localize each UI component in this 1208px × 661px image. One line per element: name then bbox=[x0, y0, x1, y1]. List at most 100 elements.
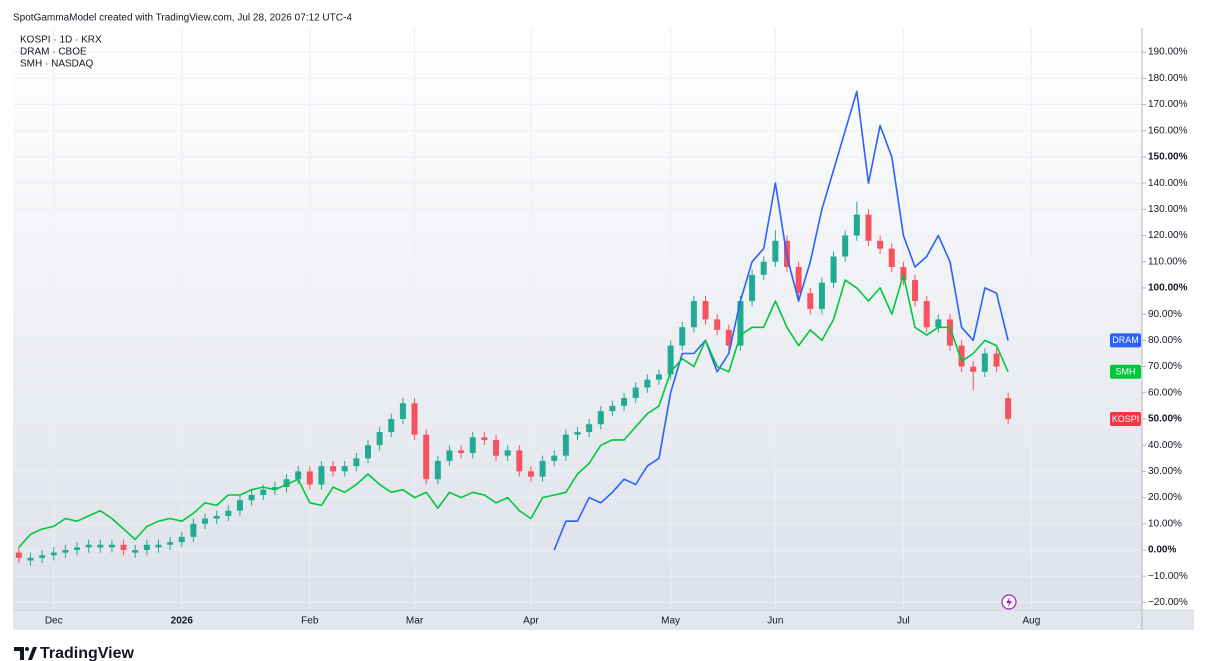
candle-body bbox=[912, 280, 919, 302]
candle-body bbox=[306, 471, 313, 485]
candle-body bbox=[1005, 398, 1012, 419]
y-tick-label: 50.00% bbox=[1148, 414, 1182, 425]
y-tick-label: 140.00% bbox=[1148, 178, 1188, 189]
candle-body bbox=[877, 240, 884, 249]
candle-body bbox=[295, 471, 302, 480]
candle-body bbox=[27, 557, 34, 561]
candle-body bbox=[516, 450, 523, 472]
candle-body bbox=[690, 301, 697, 328]
candle-body bbox=[935, 319, 942, 328]
y-tick-label: 40.00% bbox=[1148, 440, 1182, 451]
candle-body bbox=[364, 445, 371, 459]
candle-body bbox=[539, 460, 546, 477]
candle-body bbox=[97, 544, 104, 548]
price-badge-label: KOSPI bbox=[1112, 414, 1140, 424]
price-badge bbox=[1110, 333, 1141, 348]
candle-body bbox=[167, 542, 174, 545]
y-tick-label: 20.00% bbox=[1148, 492, 1182, 503]
x-tick-label: Jun bbox=[767, 616, 783, 627]
event-icon[interactable] bbox=[1001, 594, 1017, 610]
x-tick-label: 2026 bbox=[171, 616, 194, 627]
legend-entry: KOSPI · 1D · KRX bbox=[20, 35, 102, 46]
y-tick-label: 100.00% bbox=[1148, 283, 1188, 294]
candle-body bbox=[853, 214, 860, 236]
candle-body bbox=[621, 398, 628, 406]
y-tick-label: 190.00% bbox=[1148, 47, 1188, 58]
candle-body bbox=[946, 319, 953, 346]
brand-logo bbox=[14, 647, 37, 660]
x-tick-label: Apr bbox=[523, 616, 539, 627]
price-badge-label: DRAM bbox=[1112, 335, 1139, 345]
candle-body bbox=[551, 455, 558, 461]
y-tick-label: −10.00% bbox=[1148, 571, 1188, 582]
candle-body bbox=[62, 549, 69, 553]
candle-body bbox=[283, 479, 290, 488]
candle-body bbox=[830, 256, 837, 283]
x-tick-label: May bbox=[661, 616, 680, 627]
candle-body bbox=[458, 450, 465, 454]
candle-body bbox=[376, 432, 383, 446]
y-tick-label: −20.00% bbox=[1148, 597, 1188, 608]
legend-entry: DRAM · CBOE bbox=[20, 47, 87, 58]
candle-body bbox=[143, 544, 150, 550]
price-badge bbox=[1110, 411, 1141, 426]
candle-body bbox=[493, 439, 500, 456]
candle-body bbox=[399, 403, 406, 419]
candle-body bbox=[865, 214, 872, 241]
y-tick-label: 130.00% bbox=[1148, 204, 1188, 215]
marks bbox=[15, 90, 1012, 566]
candle-body bbox=[667, 345, 674, 375]
candle-body bbox=[749, 274, 756, 302]
candle-body bbox=[353, 458, 360, 467]
line-series bbox=[18, 274, 1009, 548]
candle-body bbox=[120, 544, 127, 550]
candle-body bbox=[714, 319, 721, 330]
candle-body bbox=[132, 549, 139, 553]
candle-body bbox=[818, 282, 825, 309]
line-series bbox=[553, 90, 1009, 551]
candle-body bbox=[202, 518, 209, 524]
candle-body bbox=[318, 466, 325, 485]
candle-body bbox=[504, 450, 511, 456]
candle-body bbox=[981, 353, 988, 372]
candle-body bbox=[993, 353, 1000, 367]
candle-body bbox=[725, 329, 732, 346]
candle-body bbox=[958, 345, 965, 367]
candle-body bbox=[248, 494, 255, 501]
candle-body bbox=[679, 327, 686, 346]
x-tick-label: Mar bbox=[406, 616, 424, 627]
candle-body bbox=[632, 387, 639, 399]
y-tick-label: 110.00% bbox=[1148, 256, 1187, 267]
candle-body bbox=[271, 487, 278, 490]
candle-body bbox=[481, 437, 488, 440]
candle-body bbox=[900, 266, 907, 281]
x-tick-label: Feb bbox=[301, 616, 319, 627]
y-tick-label: 70.00% bbox=[1148, 361, 1182, 372]
x-tick-label: Dec bbox=[45, 616, 63, 627]
candle-body bbox=[190, 523, 197, 537]
candle-body bbox=[597, 411, 604, 425]
candle-body bbox=[586, 424, 593, 433]
candle-body bbox=[39, 555, 46, 558]
candle-body bbox=[260, 489, 267, 495]
candle-body bbox=[213, 515, 220, 519]
candle-body bbox=[74, 547, 81, 550]
price-badge bbox=[1110, 364, 1141, 379]
candle-body bbox=[411, 403, 418, 435]
brand-text: TradingView bbox=[40, 645, 135, 661]
candle-body bbox=[388, 418, 395, 433]
y-tick-label: 120.00% bbox=[1148, 230, 1188, 241]
candle-body bbox=[225, 510, 232, 516]
candle-body bbox=[434, 460, 441, 480]
y-tick-label: 10.00% bbox=[1148, 518, 1182, 529]
candle-body bbox=[760, 261, 767, 275]
candle-body bbox=[644, 379, 651, 388]
candle-body bbox=[772, 240, 779, 262]
candle-body bbox=[888, 248, 895, 267]
candle-body bbox=[50, 552, 57, 556]
candle-body bbox=[574, 432, 581, 435]
y-tick-label: 80.00% bbox=[1148, 335, 1182, 346]
x-tick-label: Aug bbox=[1023, 616, 1041, 627]
